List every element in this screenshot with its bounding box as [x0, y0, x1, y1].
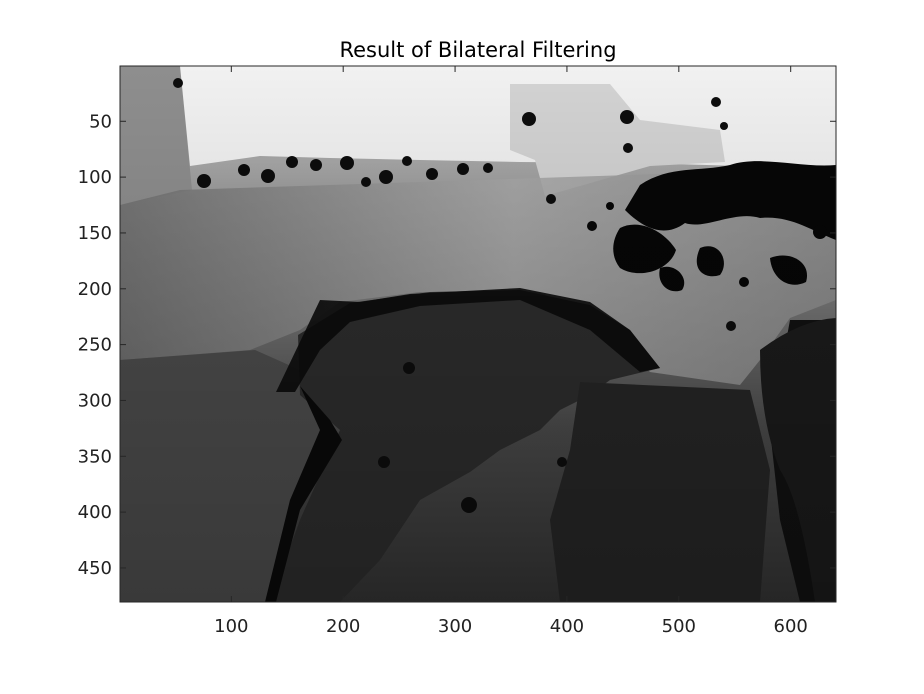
x-tick-label: 400 [550, 616, 584, 637]
y-tick-label: 250 [78, 335, 112, 356]
x-tick-label: 300 [438, 616, 472, 637]
y-tick-label: 50 [89, 111, 112, 132]
x-tick-label: 200 [326, 616, 360, 637]
y-tick-label: 350 [78, 446, 112, 467]
y-axis-ticks: 50 100 150 200 250 300 350 400 450 [78, 111, 836, 579]
depth-image [120, 66, 836, 602]
y-tick-label: 200 [78, 279, 112, 300]
x-tick-label: 600 [774, 616, 808, 637]
y-tick-label: 100 [78, 167, 112, 188]
figure-title: Result of Bilateral Filtering [339, 38, 616, 62]
y-tick-label: 450 [78, 558, 112, 579]
y-tick-label: 150 [78, 223, 112, 244]
x-tick-label: 100 [214, 616, 248, 637]
x-axis-ticks: 100 200 300 400 500 600 [214, 66, 808, 637]
axes-frame [119, 65, 837, 603]
y-tick-label: 400 [78, 502, 112, 523]
x-tick-label: 500 [662, 616, 696, 637]
y-tick-label: 300 [78, 390, 112, 411]
